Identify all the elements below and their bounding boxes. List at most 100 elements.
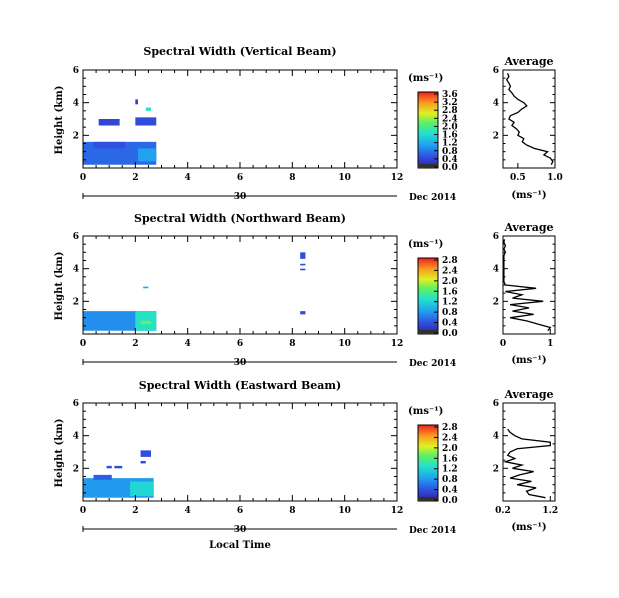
y-tick-label: 2 <box>73 131 79 141</box>
colorbar-tick-label: 3.6 <box>442 90 458 100</box>
heatmap-cell <box>143 286 149 289</box>
x-tick-label: 8 <box>289 506 295 516</box>
date-label: Dec 2014 <box>409 359 456 369</box>
x-tick-label: 6 <box>237 339 243 349</box>
panel-title: Spectral Width (Eastward Beam) <box>139 379 341 392</box>
timeline: 30 Dec 2014 <box>82 192 456 203</box>
colorbar-tick-label: 0.8 <box>442 475 458 485</box>
colorbar-tick-label: 1.6 <box>442 287 458 297</box>
profile-y-tick-label: 2 <box>493 464 499 474</box>
x-tick-label: 6 <box>237 506 243 516</box>
heatmap-cell <box>98 119 120 126</box>
colorbar: (ms⁻¹) 0.00.40.81.21.62.02.42.8 <box>408 239 458 339</box>
colorbar-floor <box>418 497 438 501</box>
profile-title: Average <box>503 55 553 68</box>
x-axis-label: Local Time <box>209 540 271 551</box>
average-profile: Average (ms⁻¹) 2 4 6 0.2 1.2 <box>493 388 558 533</box>
colorbar-tick-label: 2.0 <box>442 122 458 132</box>
profile-x-tick-label: 0.5 <box>510 173 526 183</box>
heatmap-cell <box>106 465 112 469</box>
heatmap-cell <box>300 268 306 271</box>
colorbar-tick-label: 0.8 <box>442 147 458 157</box>
colorbar-tick-label: 2.4 <box>442 266 458 276</box>
colorbar-unit: (ms⁻¹) <box>408 239 443 250</box>
colorbar-tick-label: 0.0 <box>442 329 458 339</box>
profile-title: Average <box>503 221 553 234</box>
date-label: Dec 2014 <box>409 193 456 203</box>
colorbar-tick-label: 1.2 <box>442 465 458 475</box>
profile-y-tick-label: 4 <box>493 265 499 275</box>
profile-xlabel: (ms⁻¹) <box>511 190 546 201</box>
axes: 0 2 4 6 8 10 12 2 4 6 <box>73 232 404 349</box>
profile-x-tick-label: 1 <box>547 339 553 349</box>
y-axis-label: Height (km) <box>54 419 65 488</box>
colorbar-tick-label: 2.8 <box>442 106 458 116</box>
colorbar-tick-label: 1.6 <box>442 454 458 464</box>
heatmap-cell <box>300 252 306 259</box>
x-tick-label: 8 <box>289 339 295 349</box>
x-tick-label: 4 <box>185 173 191 183</box>
heatmap-cell <box>140 450 152 457</box>
heatmap-cell <box>135 99 138 105</box>
x-tick-label: 12 <box>391 339 404 349</box>
cells <box>83 99 157 165</box>
profile-frame <box>502 69 556 169</box>
profile-y-tick-label: 2 <box>493 297 499 307</box>
profile-y-tick-label: 2 <box>493 131 499 141</box>
timeline: 30 Dec 2014 <box>82 358 456 369</box>
colorbar-floor <box>418 164 438 168</box>
profile-x-tick-label: 1.0 <box>547 173 563 183</box>
colorbar-tick-label: 2.0 <box>442 444 458 454</box>
profile-y-tick-label: 4 <box>493 99 499 109</box>
x-tick-label: 2 <box>132 339 138 349</box>
colorbar-unit: (ms⁻¹) <box>408 73 443 84</box>
profile-line <box>502 428 551 499</box>
timeline: 30 Dec 2014 <box>82 525 456 536</box>
profile-x-tick-label: 0 <box>500 339 506 349</box>
x-tick-label: 4 <box>185 339 191 349</box>
profile-x-tick-label: 0.2 <box>495 506 511 516</box>
profile-y-tick-label: 6 <box>493 399 499 409</box>
y-axis-label: Height (km) <box>54 252 65 321</box>
y-tick-label: 4 <box>73 432 79 442</box>
panel-vertical: Spectral Width (Vertical Beam) Height (k… <box>54 45 563 203</box>
colorbar-tick-label: 0.4 <box>442 319 458 329</box>
axes: 0 2 4 6 8 10 12 2 4 6 <box>73 399 404 516</box>
colorbar-tick-label: 0.8 <box>442 308 458 318</box>
profile-line <box>505 73 554 165</box>
y-axis-label: Height (km) <box>54 86 65 155</box>
x-tick-label: 0 <box>80 173 86 183</box>
colorbar-unit: (ms⁻¹) <box>408 406 443 417</box>
profile-title: Average <box>503 388 553 401</box>
heatmap-cell <box>300 311 306 315</box>
colorbar: (ms⁻¹) 0.00.40.81.21.62.02.42.8 <box>408 406 458 506</box>
profile-xlabel: (ms⁻¹) <box>511 355 546 366</box>
heatmap-cell <box>135 117 157 126</box>
colorbar-floor <box>418 330 438 334</box>
heatmap-cell <box>114 465 123 469</box>
colorbar-tick-label: 2.8 <box>442 423 458 433</box>
y-tick-label: 4 <box>73 99 79 109</box>
x-tick-label: 2 <box>132 173 138 183</box>
x-tick-label: 10 <box>338 173 351 183</box>
heatmap-cell <box>93 141 125 149</box>
colorbar-tick-label: 2.4 <box>442 433 458 443</box>
x-tick-label: 2 <box>132 506 138 516</box>
heatmap-cell <box>93 474 112 480</box>
profile-y-tick-label: 6 <box>493 232 499 242</box>
x-tick-label: 6 <box>237 173 243 183</box>
panel-title: Spectral Width (Northward Beam) <box>134 212 346 225</box>
day-label: 30 <box>234 358 247 368</box>
profile-xlabel: (ms⁻¹) <box>511 522 546 533</box>
y-tick-label: 4 <box>73 265 79 275</box>
heatmap-cell <box>140 460 146 464</box>
heatmap-cell <box>130 481 154 497</box>
profile-y-tick-label: 6 <box>493 66 499 76</box>
colorbar-tick-label: 0.0 <box>442 163 458 173</box>
day-label: 30 <box>234 525 247 535</box>
day-label: 30 <box>234 192 247 202</box>
colorbar-tick-label: 0.4 <box>442 155 458 165</box>
cells <box>83 450 154 498</box>
heatmap-cell <box>145 107 152 111</box>
